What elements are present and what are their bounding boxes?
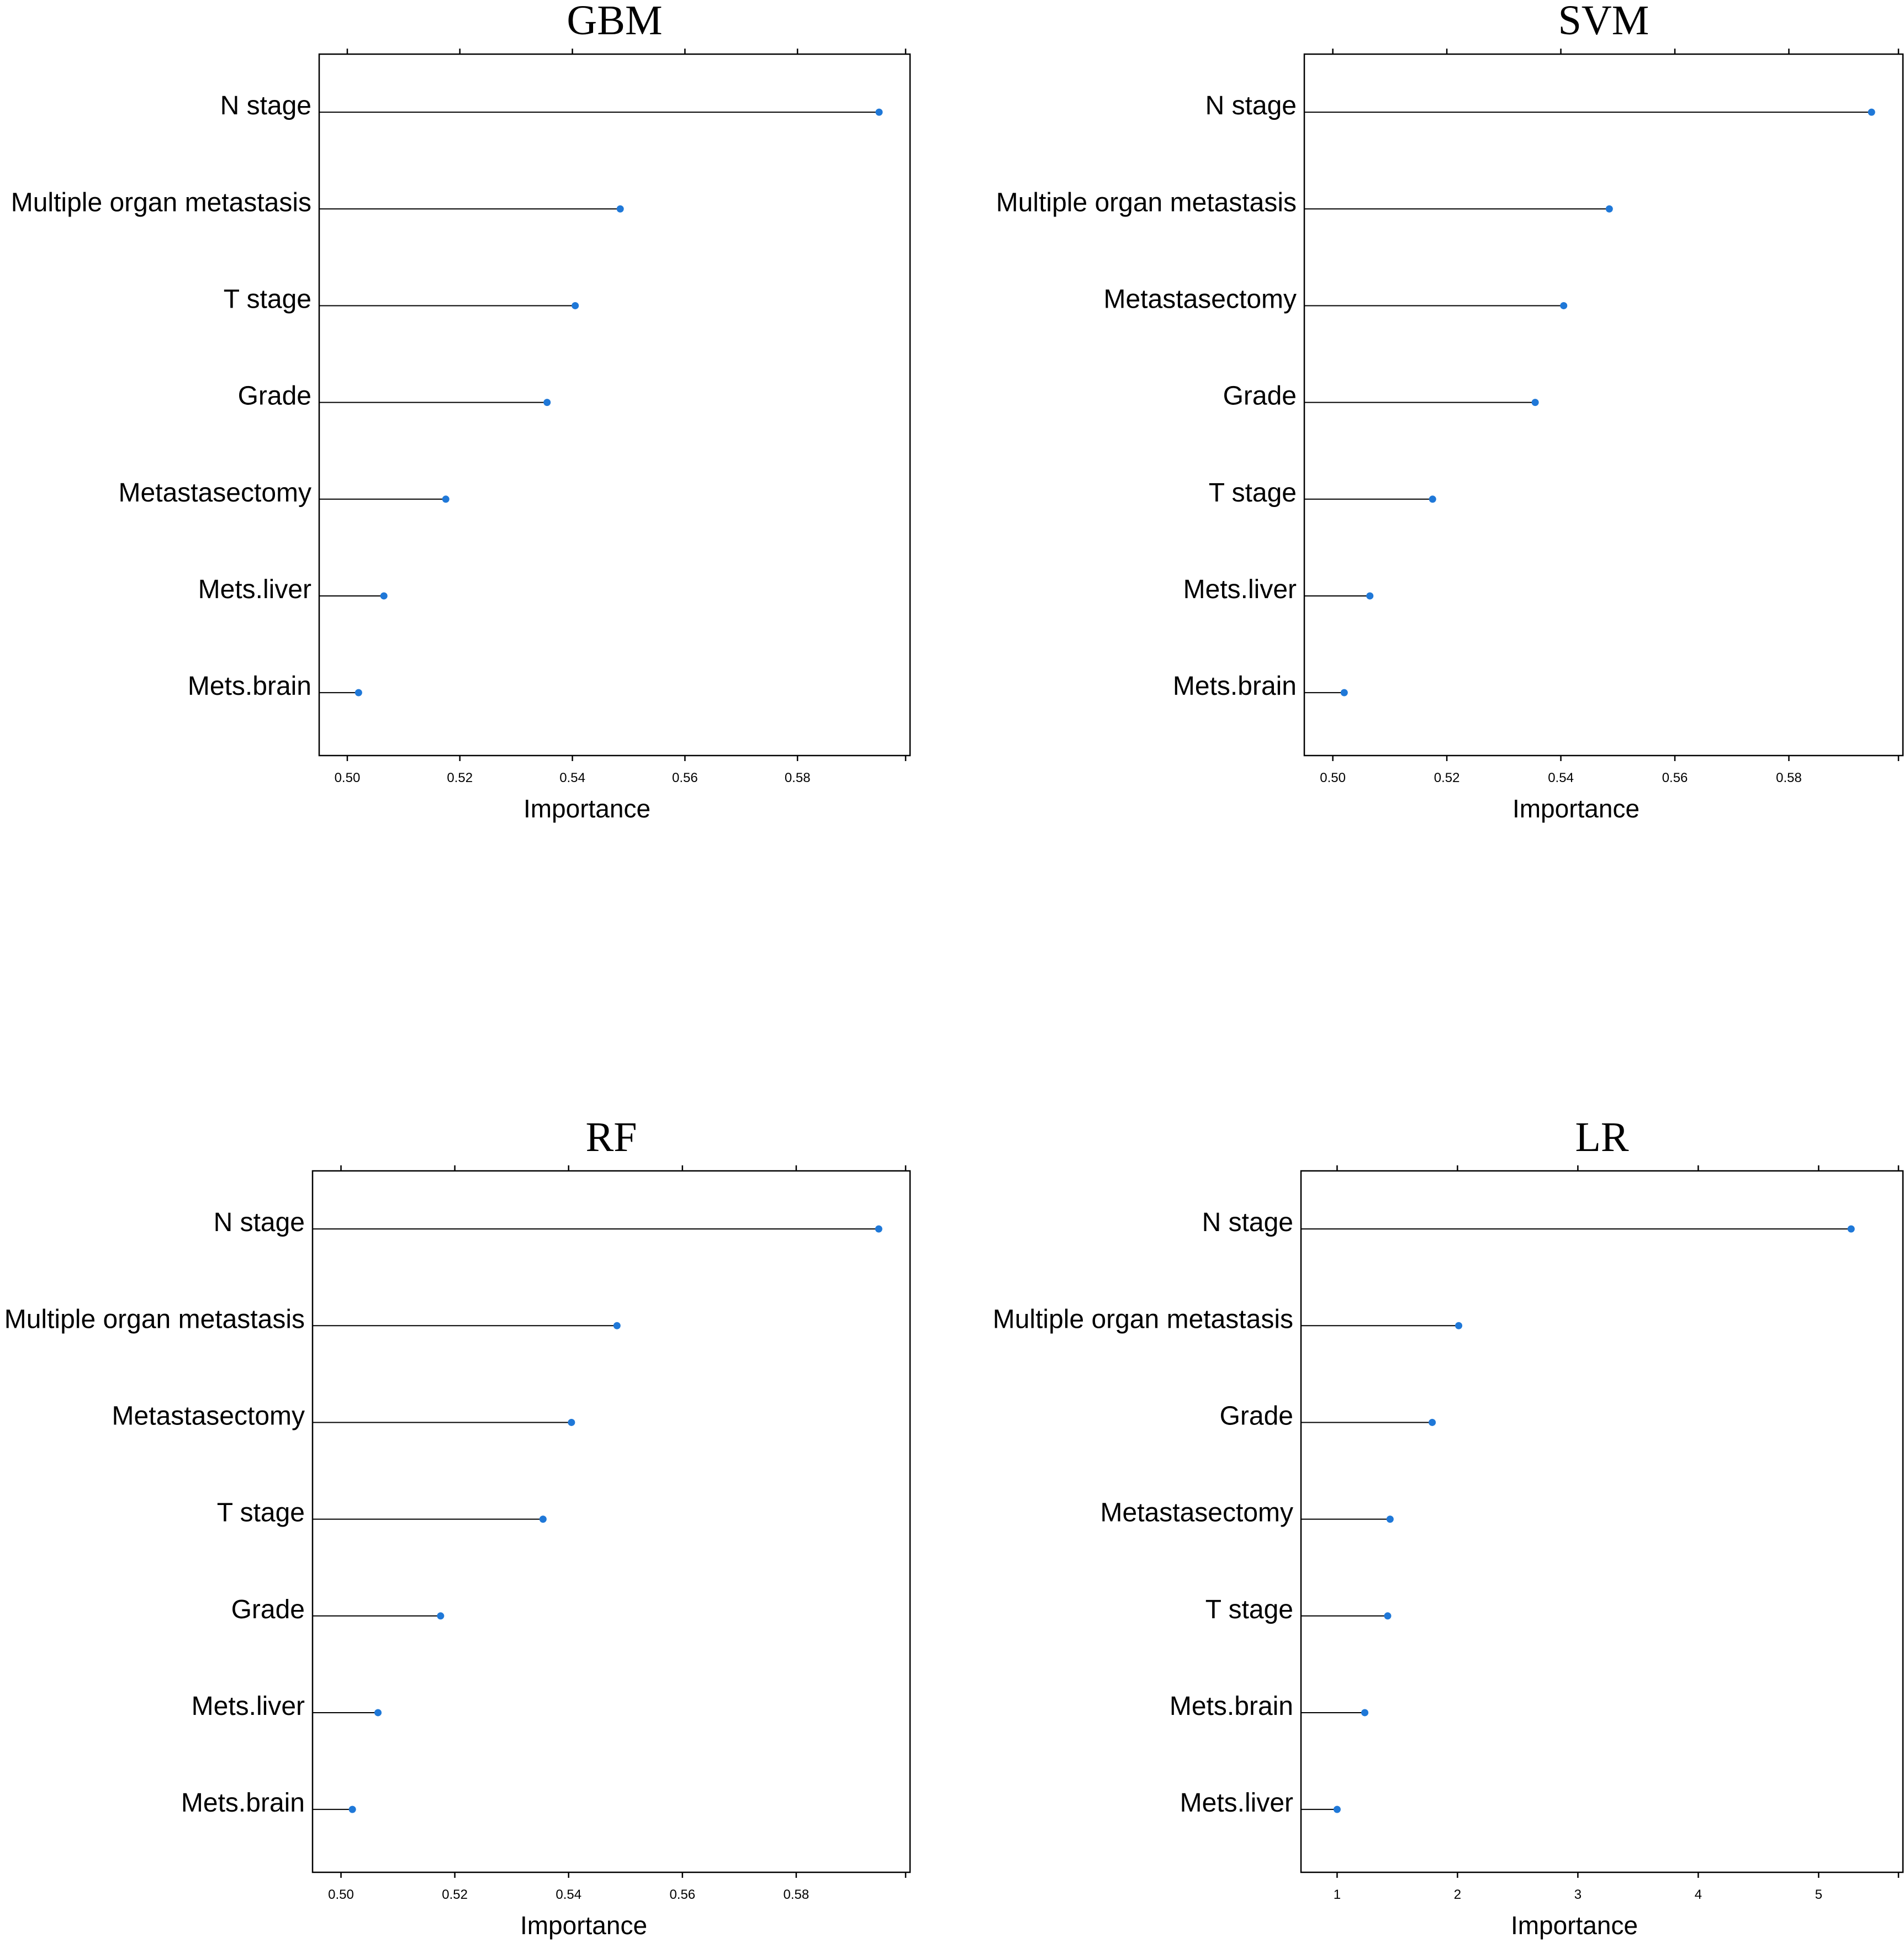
- data-point: [380, 592, 388, 600]
- category-label: Multiple organ metastasis: [4, 1305, 305, 1334]
- category-label: Mets.liver: [192, 1692, 305, 1721]
- category-label: Mets.liver: [1180, 1788, 1293, 1818]
- plot-frame: [311, 1170, 911, 1873]
- data-point: [348, 1805, 356, 1813]
- panel-title: RF: [586, 1114, 637, 1160]
- data-point: [572, 302, 579, 309]
- x-tick-label: 0.56: [1662, 770, 1688, 785]
- category-label: Mets.liver: [198, 575, 311, 604]
- category-label: Metastasectomy: [1104, 284, 1297, 314]
- category-label: N stage: [1205, 91, 1297, 120]
- data-point: [1847, 1225, 1855, 1233]
- data-point: [442, 495, 449, 503]
- data-point: [1429, 1418, 1436, 1426]
- data-point: [875, 1225, 882, 1233]
- category-label: Mets.brain: [188, 672, 311, 701]
- x-tick-label: 2: [1454, 1887, 1461, 1902]
- x-axis-label: Importance: [1511, 1911, 1638, 1940]
- category-label: Grade: [231, 1595, 305, 1624]
- data-point: [1429, 495, 1436, 503]
- category-label: Grade: [1220, 1401, 1293, 1430]
- x-tick-label: 1: [1334, 1887, 1341, 1902]
- x-tick-label: 3: [1574, 1887, 1582, 1902]
- category-label: Multiple organ metastasis: [996, 188, 1297, 217]
- category-label: Multiple organ metastasis: [11, 188, 311, 217]
- chart-panel-svm: SVM 0.50 0.52 0.54 0.56 0.58 Importance N stage…: [996, 0, 1904, 823]
- category-label: N stage: [1202, 1208, 1293, 1237]
- category-label: Metastasectomy: [119, 478, 311, 508]
- data-point: [875, 108, 883, 116]
- x-tick-label: 0.58: [1776, 770, 1802, 785]
- category-label: Mets.brain: [1170, 1692, 1293, 1721]
- chart-panel-lr: LR 1 2 3 4 5 Importance N stage Multiple organ m…: [993, 1114, 1904, 1940]
- category-label: T stage: [224, 284, 311, 314]
- chart-panel-rf: RF 0.50 0.52 0.54 0.56 0.58 Importance N stage M…: [4, 1114, 911, 1940]
- category-label: T stage: [1209, 478, 1297, 508]
- data-point: [374, 1709, 382, 1717]
- panel-title: GBM: [567, 0, 662, 44]
- data-point: [437, 1612, 445, 1620]
- data-point: [539, 1516, 547, 1523]
- category-label: Mets.brain: [181, 1788, 305, 1818]
- data-point: [1868, 108, 1875, 116]
- data-point: [616, 205, 624, 213]
- category-label: Mets.liver: [1183, 575, 1297, 604]
- data-point: [355, 689, 362, 696]
- category-label: N stage: [214, 1208, 305, 1237]
- x-tick-label: 0.50: [328, 1887, 354, 1902]
- data-point: [1531, 399, 1539, 406]
- x-tick-label: 4: [1695, 1887, 1702, 1902]
- x-tick-label: 0.54: [559, 770, 585, 785]
- data-point: [1386, 1516, 1394, 1523]
- data-point: [1333, 1805, 1341, 1813]
- x-tick-label: 0.56: [669, 1887, 695, 1902]
- x-tick-label: 0.50: [1320, 770, 1346, 785]
- x-tick-label: 0.58: [784, 1887, 810, 1902]
- x-tick-label: 0.54: [1548, 770, 1574, 785]
- panel-title: SVM: [1558, 0, 1649, 44]
- panel-title: LR: [1575, 1114, 1628, 1160]
- category-label: T stage: [1205, 1595, 1293, 1624]
- category-label: Mets.brain: [1173, 672, 1297, 701]
- x-tick-label: 0.52: [442, 1887, 468, 1902]
- data-point: [568, 1418, 575, 1426]
- data-point: [1605, 205, 1613, 213]
- x-tick-label: 0.52: [447, 770, 473, 785]
- data-point: [1361, 1709, 1369, 1717]
- category-label: N stage: [220, 91, 311, 120]
- x-tick-label: 0.50: [335, 770, 361, 785]
- data-point: [1560, 302, 1568, 309]
- data-point: [1384, 1612, 1392, 1620]
- x-axis-label: Importance: [520, 1911, 647, 1940]
- x-axis-label: Importance: [1512, 794, 1639, 823]
- x-tick-label: 0.58: [785, 770, 811, 785]
- x-tick-label: 0.52: [1434, 770, 1460, 785]
- category-label: Grade: [1223, 382, 1297, 411]
- x-tick-label: 0.54: [556, 1887, 581, 1902]
- chart-panel-gbm: GBM 0.50 0.52 0.54 0.56 0.58 Importance N stage…: [11, 0, 911, 823]
- x-axis-label: Importance: [523, 794, 650, 823]
- plot-frame: [1303, 53, 1904, 757]
- category-label: T stage: [217, 1498, 305, 1528]
- plot-frame: [318, 53, 911, 757]
- data-point: [543, 399, 551, 406]
- data-point: [1366, 592, 1374, 600]
- x-tick-label: 5: [1815, 1887, 1822, 1902]
- category-label: Metastasectomy: [1101, 1498, 1293, 1528]
- category-label: Multiple organ metastasis: [993, 1305, 1293, 1334]
- plot-frame: [1300, 1170, 1904, 1873]
- category-label: Metastasectomy: [112, 1401, 305, 1430]
- data-point: [613, 1322, 621, 1329]
- data-point: [1340, 689, 1348, 696]
- x-tick-label: 0.56: [672, 770, 698, 785]
- data-point: [1455, 1322, 1463, 1329]
- category-label: Grade: [238, 382, 311, 411]
